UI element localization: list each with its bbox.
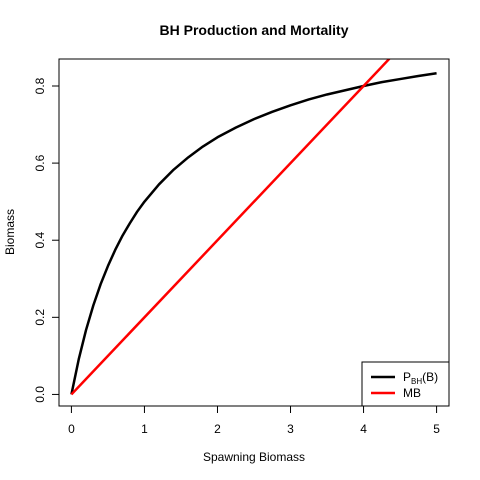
y-tick-label: 0.2 bbox=[33, 309, 47, 326]
y-tick-label: 0.4 bbox=[33, 232, 47, 249]
y-tick-label: 0.0 bbox=[33, 386, 47, 403]
legend-label: PBH(B) bbox=[403, 370, 438, 386]
x-tick-label: 0 bbox=[68, 422, 75, 436]
y-axis-label: Biomass bbox=[3, 209, 17, 255]
x-axis: 0 1 2 3 4 5 bbox=[68, 405, 440, 436]
y-axis: 0.0 0.2 0.4 0.6 0.8 bbox=[33, 77, 60, 403]
series-layer bbox=[70, 59, 437, 396]
y-tick-label: 0.8 bbox=[33, 77, 47, 94]
y-tick-label: 0.6 bbox=[33, 154, 47, 171]
legend-box bbox=[361, 361, 450, 407]
plot-frame bbox=[58, 58, 450, 407]
x-tick-label: 4 bbox=[360, 422, 367, 436]
x-tick-label: 1 bbox=[141, 422, 148, 436]
x-tick-label: 2 bbox=[214, 422, 221, 436]
x-tick-label: 3 bbox=[287, 422, 294, 436]
x-tick-label: 5 bbox=[433, 422, 440, 436]
legend-label: MB bbox=[403, 386, 421, 400]
legend: PBH(B)MB bbox=[361, 361, 450, 407]
series-line-1 bbox=[70, 59, 391, 396]
series-line-0 bbox=[70, 72, 437, 395]
x-axis-label: Spawning Biomass bbox=[203, 450, 305, 464]
chart-title: BH Production and Mortality bbox=[160, 22, 349, 38]
